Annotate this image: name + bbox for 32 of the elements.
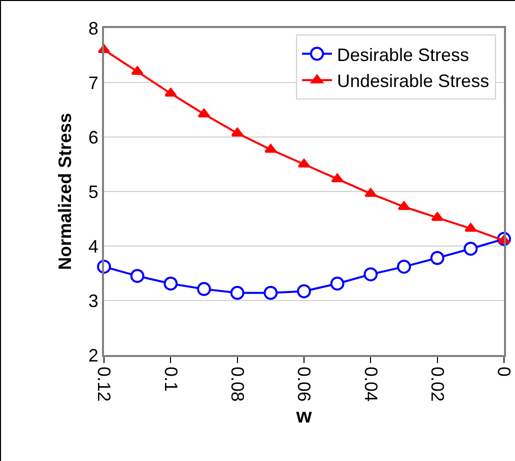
y-tick-label: 7 bbox=[88, 72, 98, 93]
legend-label: Desirable Stress bbox=[337, 44, 470, 65]
x-tick-label: 0.06 bbox=[294, 366, 314, 402]
point bbox=[164, 276, 178, 291]
y-axis-title: Normalized Stress bbox=[55, 112, 76, 270]
x-axis-title: w bbox=[295, 406, 312, 428]
x-tick-label: 0.08 bbox=[227, 366, 248, 402]
point bbox=[364, 267, 378, 282]
legend-label: Undesirable Stress bbox=[337, 71, 490, 92]
point bbox=[230, 286, 244, 300]
x-tick-label: 0.02 bbox=[427, 366, 448, 402]
y-tick-label: 5 bbox=[88, 182, 98, 202]
y-tick-label: 8 bbox=[88, 18, 98, 38]
point bbox=[330, 276, 344, 291]
y-tick-label: 4 bbox=[88, 236, 98, 256]
x-tick-label: 0.12 bbox=[94, 366, 114, 402]
y-tick-label: 3 bbox=[88, 290, 98, 311]
point bbox=[430, 250, 444, 265]
point bbox=[297, 284, 311, 298]
x-tick-label: 0 bbox=[494, 366, 514, 377]
y-tick-label: 2 bbox=[88, 345, 98, 366]
y-tick-label: 6 bbox=[88, 127, 98, 148]
point bbox=[464, 242, 478, 256]
point bbox=[331, 173, 344, 182]
x-tick-label: 0.1 bbox=[160, 366, 181, 392]
point bbox=[397, 260, 411, 274]
point bbox=[398, 201, 410, 210]
point bbox=[130, 268, 144, 283]
x-tick-label: 0.04 bbox=[360, 366, 381, 402]
point bbox=[264, 286, 278, 300]
point bbox=[197, 282, 211, 296]
point bbox=[164, 88, 177, 97]
